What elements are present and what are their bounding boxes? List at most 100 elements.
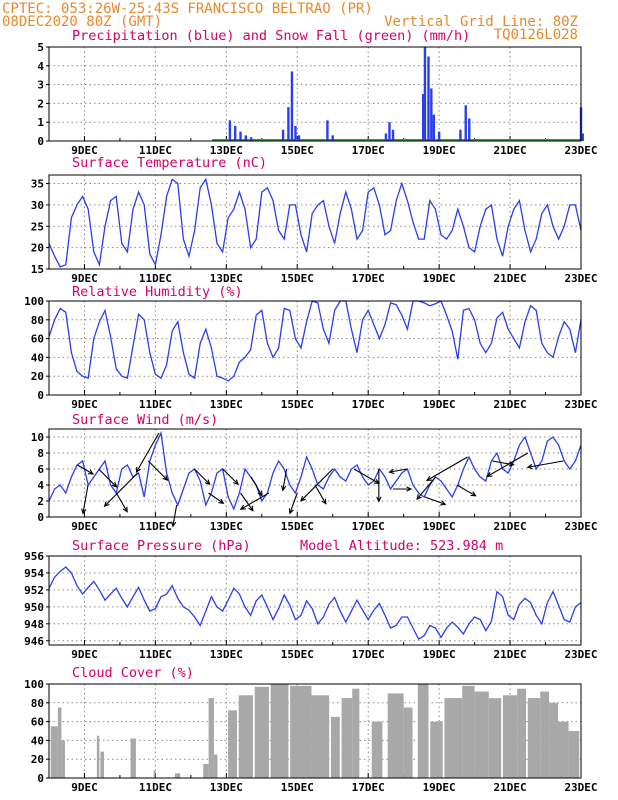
date-tick-label: 9DEC (71, 144, 98, 157)
y-tick-label: 6 (37, 463, 44, 476)
date-tick-label: 13DEC (210, 272, 243, 285)
wind-title: Surface Wind (m/s) (72, 412, 218, 428)
wind-arrow (426, 456, 468, 481)
wind-arrow-head (280, 485, 287, 492)
header-run-date: 08DEC2020 80Z (GMT) (2, 14, 162, 30)
y-tick-label: 35 (31, 178, 44, 191)
y-tick-label: 950 (24, 601, 44, 614)
precipitation-bar (290, 71, 294, 141)
cloud-cover-bar (174, 773, 181, 778)
cloud-cover-bar (403, 707, 413, 778)
date-tick-label: 19DEC (423, 781, 456, 794)
y-tick-label: 0 (37, 772, 44, 785)
precipitation-bar (297, 135, 301, 141)
y-tick-label: 954 (24, 567, 44, 580)
date-tick-label: 9DEC (71, 272, 98, 285)
y-tick-label: 0 (37, 389, 44, 402)
wind-arrow (115, 492, 128, 512)
wind-arrow-head (135, 466, 141, 474)
cloud-cover-bar (417, 684, 429, 778)
date-tick-label: 9DEC (71, 398, 98, 411)
plot-frame (48, 428, 582, 518)
date-tick-label: 11DEC (139, 781, 172, 794)
wind-arrow (416, 476, 437, 500)
precipitation-bar (464, 105, 467, 141)
series-line (48, 430, 582, 511)
date-tick-label: 19DEC (423, 272, 456, 285)
cloud-cover-bar (474, 691, 489, 778)
y-tick-label: 40 (31, 351, 44, 364)
y-tick-label: 2 (37, 97, 44, 110)
y-tick-label: 20 (31, 242, 44, 255)
pressure-plot: 946 948 950 952 954 956 9DEC 11DEC 13DEC 15DEC 17D… (24, 550, 597, 661)
cloud-cover-bar (153, 770, 156, 778)
wind-arrow (353, 468, 380, 484)
precipitation-bar (331, 135, 334, 141)
cloud-cover-bar (203, 763, 209, 778)
date-tick-label: 21DEC (494, 781, 527, 794)
precipitation-bar (388, 122, 391, 141)
cloud-cover-bar (213, 754, 218, 778)
y-tick-label: 948 (24, 618, 44, 631)
wind-arrow-head (486, 471, 493, 478)
precipitation-bar (430, 88, 433, 141)
date-tick-label: 11DEC (139, 144, 172, 157)
y-tick-label: 946 (24, 635, 44, 648)
cloud-cover-bar (352, 688, 360, 778)
wind-arrow-head (248, 505, 254, 512)
wind-arrow (208, 492, 224, 504)
cloud-cover-bar (238, 695, 253, 778)
cloud-cover-bar (61, 740, 65, 778)
date-tick-label: 19DEC (423, 398, 456, 411)
date-tick-label: 23DEC (564, 144, 597, 157)
cloud-cover-bar (341, 698, 353, 778)
cloud-cover-bar (311, 695, 330, 778)
y-tick-label: 4 (37, 60, 44, 73)
wind-arrow-head (526, 463, 533, 470)
precipitation-bar (249, 137, 253, 141)
date-tick-label: 23DEC (564, 520, 597, 533)
y-tick-label: 15 (31, 263, 44, 276)
cloud-cover-bar (517, 688, 527, 778)
cloud-cover-bar (549, 702, 558, 778)
panel-humidity: Relative Humidity (%) 0 20 40 60 80 100 9DEC 11… (24, 284, 597, 411)
wind-arrow (194, 468, 211, 485)
date-tick-label: 17DEC (352, 781, 385, 794)
wind-arrow (282, 468, 288, 491)
date-tick-label: 15DEC (281, 781, 314, 794)
cloud-cover-bar (502, 695, 518, 778)
cloud-cover-bar (557, 721, 569, 778)
panel-wind: Surface Wind (m/s) 0 2 4 6 8 10 9DEC 11DEC 13DEC… (31, 412, 598, 533)
y-tick-label: 0 (37, 135, 44, 148)
date-tick-label: 23DEC (564, 272, 597, 285)
humidity-title: Relative Humidity (%) (72, 284, 243, 300)
series-line (48, 177, 582, 268)
precipitation-bar (287, 107, 290, 141)
precipitation-bar (294, 125, 297, 141)
series-line (48, 300, 582, 382)
wind-arrow (456, 484, 476, 497)
precipitation-bar (468, 118, 471, 141)
temperature-plot: 15 20 25 30 35 9DEC 11DEC 13DEC 15DEC 17DEC 19DEC 2… (31, 174, 598, 285)
cloud-cover-bar (371, 721, 383, 778)
date-tick-label: 9DEC (71, 648, 98, 661)
wind-arrow (77, 464, 94, 475)
date-tick-label: 13DEC (210, 144, 243, 157)
wind-arrow-head (204, 479, 211, 486)
cloud-cover-bar (270, 684, 289, 778)
date-tick-label: 15DEC (281, 520, 314, 533)
y-tick-label: 60 (31, 333, 44, 346)
wind-arrow (222, 468, 239, 485)
date-tick-label: 23DEC (564, 648, 597, 661)
cloud-cover-bar (540, 691, 550, 778)
date-tick-label: 13DEC (210, 520, 243, 533)
wind-arrow (240, 492, 270, 510)
cloud-cover-bar (57, 707, 62, 778)
date-tick-label: 21DEC (494, 144, 527, 157)
wind-arrow-head (416, 494, 422, 501)
date-tick-label: 19DEC (423, 648, 456, 661)
wind-arrow (240, 492, 254, 512)
y-tick-label: 956 (24, 550, 44, 563)
precipitation-bar (239, 131, 242, 141)
